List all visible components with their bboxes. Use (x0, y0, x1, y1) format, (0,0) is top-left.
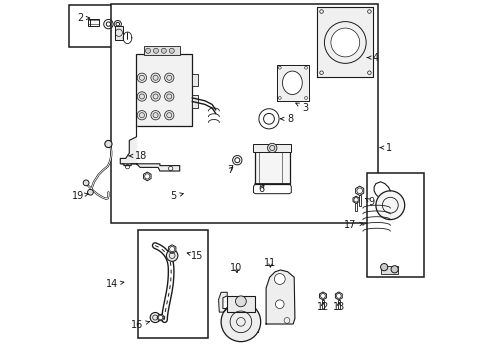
Polygon shape (352, 196, 359, 203)
Polygon shape (319, 292, 326, 300)
Circle shape (161, 48, 166, 53)
Polygon shape (317, 7, 373, 77)
Circle shape (104, 140, 112, 148)
Circle shape (153, 48, 158, 53)
Polygon shape (265, 270, 294, 324)
Bar (115, 26, 122, 40)
Polygon shape (337, 300, 339, 309)
Polygon shape (120, 126, 136, 166)
Text: 3: 3 (295, 103, 307, 113)
Polygon shape (276, 65, 309, 101)
Polygon shape (218, 292, 227, 312)
Text: 19: 19 (72, 191, 88, 201)
Circle shape (164, 73, 174, 82)
Circle shape (151, 92, 160, 101)
Bar (138, 230, 208, 338)
Polygon shape (321, 300, 324, 309)
Circle shape (390, 266, 397, 273)
Circle shape (274, 274, 285, 284)
Bar (191, 74, 198, 86)
Circle shape (137, 73, 146, 82)
Bar (227, 296, 254, 312)
Circle shape (267, 143, 276, 153)
Text: 18: 18 (129, 151, 147, 161)
Bar (191, 95, 198, 108)
Text: 6: 6 (258, 184, 264, 194)
Polygon shape (355, 186, 363, 195)
Polygon shape (122, 164, 179, 171)
Text: 10: 10 (230, 263, 242, 273)
Polygon shape (123, 32, 132, 44)
Text: 5: 5 (170, 191, 183, 201)
Circle shape (145, 48, 150, 53)
Bar (366, 173, 423, 277)
Polygon shape (157, 314, 164, 321)
Text: 2: 2 (77, 13, 89, 23)
Circle shape (221, 302, 260, 342)
Ellipse shape (282, 71, 302, 94)
Circle shape (375, 191, 404, 220)
Circle shape (137, 92, 146, 101)
Bar (69, 5, 127, 47)
Text: 16: 16 (131, 320, 149, 330)
Circle shape (151, 111, 160, 120)
Polygon shape (335, 292, 342, 300)
Circle shape (164, 92, 174, 101)
Circle shape (164, 111, 174, 120)
Text: 8: 8 (280, 114, 292, 124)
Text: 9: 9 (365, 197, 374, 207)
Bar (88, 19, 99, 26)
Text: 1: 1 (380, 143, 391, 153)
Bar (111, 4, 377, 223)
Text: 11: 11 (264, 258, 276, 268)
Bar (136, 54, 192, 126)
Text: 7: 7 (226, 165, 232, 175)
Circle shape (275, 300, 284, 309)
Text: 15: 15 (187, 251, 203, 261)
Bar (255, 149, 289, 184)
Polygon shape (354, 203, 356, 211)
Text: 13: 13 (332, 302, 344, 312)
Circle shape (150, 312, 160, 323)
Text: 12: 12 (316, 302, 328, 312)
Circle shape (380, 264, 387, 271)
Bar (223, 312, 258, 332)
Circle shape (151, 73, 160, 82)
Text: 17: 17 (343, 220, 363, 230)
Polygon shape (358, 195, 360, 206)
Bar (253, 144, 291, 152)
Circle shape (330, 28, 359, 57)
Bar (143, 46, 179, 55)
Circle shape (235, 296, 246, 307)
Polygon shape (143, 172, 151, 181)
Circle shape (137, 111, 146, 120)
Text: 14: 14 (105, 279, 123, 289)
Circle shape (166, 250, 178, 261)
Text: 4: 4 (366, 53, 378, 63)
Circle shape (83, 180, 89, 186)
Bar (380, 266, 397, 274)
Circle shape (87, 189, 93, 195)
Polygon shape (168, 245, 176, 253)
Circle shape (169, 48, 174, 53)
